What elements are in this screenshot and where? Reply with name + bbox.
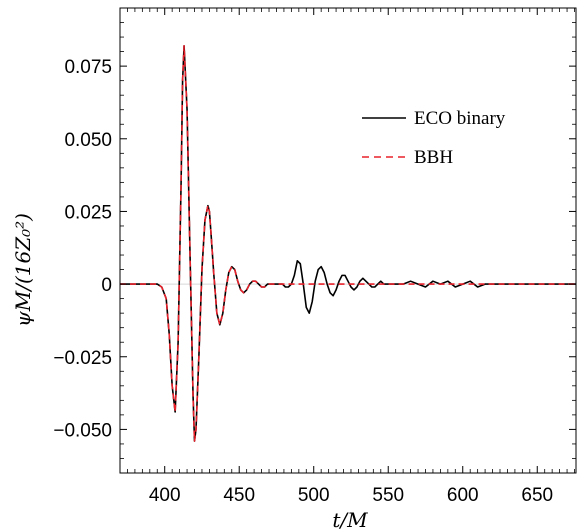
x-tick-label: 500 bbox=[298, 485, 330, 506]
x-tick-label: 450 bbox=[223, 485, 255, 506]
legend-label-bbh: BBH bbox=[414, 147, 453, 168]
x-tick-label: 550 bbox=[372, 485, 404, 506]
axes: 400 450 500 550 600 650 0.075 0.050 0.025 0 −0.025… bbox=[53, 7, 577, 506]
legend-label-eco-binary: ECO binary bbox=[414, 108, 506, 129]
y-axis-label: ψM/(16Z₀²) bbox=[11, 213, 35, 327]
y-tick-label: 0.025 bbox=[64, 202, 112, 223]
series-line-0 bbox=[120, 44, 576, 442]
y-tick-label: −0.050 bbox=[53, 420, 112, 441]
x-tick-label: 650 bbox=[521, 485, 553, 506]
series-line-1 bbox=[120, 44, 576, 442]
x-tick-label: 400 bbox=[149, 485, 181, 506]
x-axis-label: t/M bbox=[332, 508, 368, 532]
y-tick-label: 0.050 bbox=[64, 130, 112, 151]
legend: ECO binary BBH bbox=[362, 108, 506, 168]
y-tick-label: −0.025 bbox=[53, 348, 112, 369]
plot-area bbox=[120, 44, 576, 442]
plot-frame bbox=[119, 7, 577, 474]
x-tick-label: 600 bbox=[447, 485, 479, 506]
y-tick-label: 0 bbox=[101, 275, 112, 296]
y-tick-label: 0.075 bbox=[64, 57, 112, 78]
